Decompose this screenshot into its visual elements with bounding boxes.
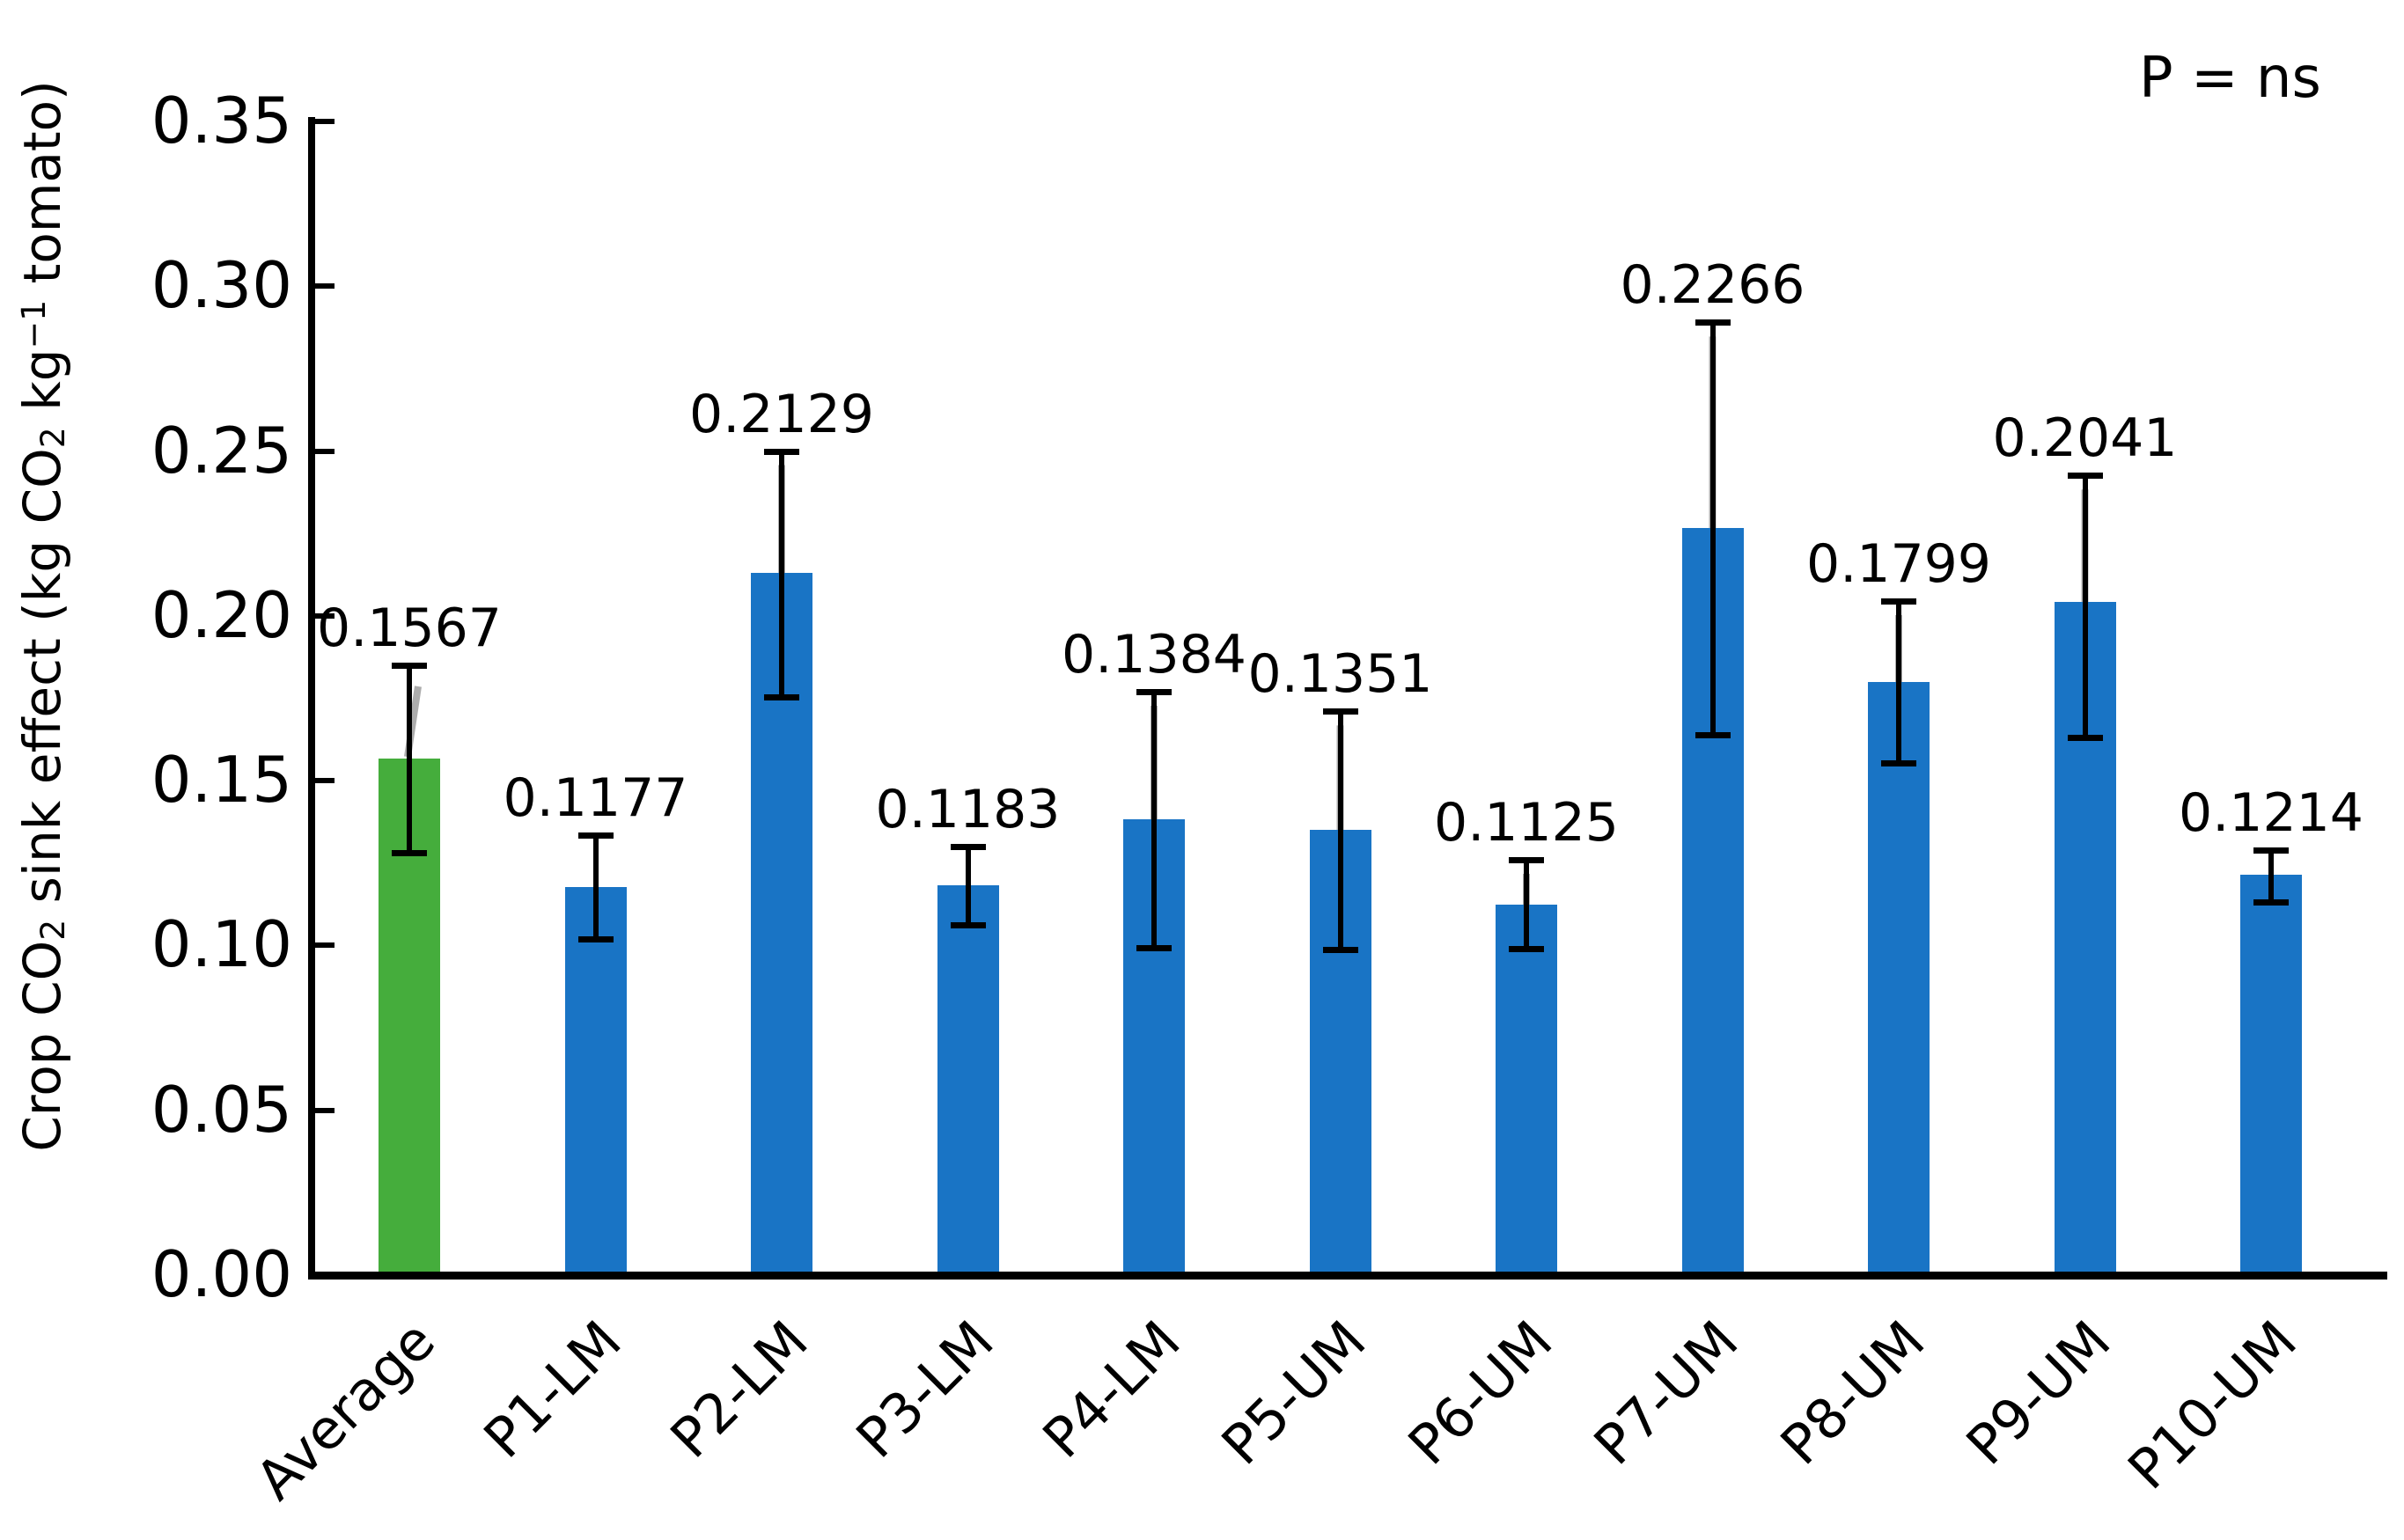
error-bar-cap-bottom [950, 921, 986, 928]
error-bar-line [1524, 860, 1529, 950]
data-label: 0.1177 [503, 766, 688, 829]
data-label: 0.1384 [1062, 623, 1246, 686]
error-bar-line [1896, 600, 1901, 764]
error-bar-cap-bottom [764, 694, 799, 701]
x-tick-label: P7-UM [1582, 1308, 1751, 1478]
error-bar-cap-top [764, 448, 799, 455]
y-tick-label: 0.05 [151, 1072, 292, 1147]
x-tick-label: Average [243, 1308, 448, 1513]
error-bar-cap-bottom [2253, 898, 2289, 906]
y-tick-mark [315, 612, 335, 619]
bar [2240, 875, 2302, 1272]
error-bar-line [1151, 691, 1157, 950]
error-bar-line [779, 451, 784, 699]
y-axis-title-part: Crop CO [12, 940, 72, 1152]
y-axis-line [308, 117, 315, 1280]
x-tick-label: P3-LM [843, 1308, 1006, 1470]
y-axis-title: Crop CO2 sink effect (kg CO2 kg−1 tomato… [12, 80, 72, 1151]
bar [1496, 904, 1557, 1272]
significance-note: P = ns [2139, 46, 2321, 111]
y-axis-title-part: −1 [14, 299, 54, 349]
y-tick-mark [315, 778, 335, 784]
error-bar-line [965, 847, 971, 926]
error-bar-line [592, 834, 599, 941]
y-axis-title-part: 2 [33, 427, 72, 449]
error-bar-line [1709, 322, 1716, 737]
y-axis-title-part: 2 [33, 919, 72, 941]
bar [1868, 682, 1930, 1272]
bar [564, 887, 627, 1272]
error-bar-line [407, 664, 412, 854]
y-tick-mark [315, 448, 335, 454]
error-bar-line [2082, 475, 2088, 739]
error-bar-cap-bottom [1509, 945, 1544, 952]
error-bar-cap-top [577, 832, 614, 839]
data-label: 0.1125 [1434, 792, 1619, 854]
y-tick-label: 0.30 [151, 248, 292, 323]
error-bar-cap-bottom [1695, 732, 1731, 739]
y-tick-mark [315, 118, 335, 124]
error-bar-cap-bottom [392, 849, 427, 856]
error-bar-cap-top [1136, 688, 1172, 695]
error-bar-cap-bottom [1322, 947, 1358, 954]
y-tick-mark [315, 1107, 335, 1113]
error-bar-cap-bottom [1136, 945, 1172, 952]
error-bar-cap-top [1881, 598, 1916, 605]
x-tick-label: P6-UM [1395, 1308, 1565, 1478]
data-label: 0.2041 [1992, 407, 2178, 470]
x-tick-label: P9-UM [1954, 1308, 2123, 1478]
x-tick-label: P2-LM [658, 1308, 820, 1470]
error-bar-cap-top [950, 844, 986, 851]
y-tick-label: 0.35 [151, 83, 292, 158]
data-label: 0.1567 [317, 597, 502, 659]
data-label: 0.1799 [1806, 532, 1991, 595]
y-axis-title-part: kg [12, 348, 72, 428]
error-bar-line [2268, 849, 2274, 903]
x-tick-label: P1-LM [471, 1308, 634, 1470]
y-tick-mark [315, 942, 335, 949]
data-label: 0.1214 [2179, 781, 2364, 844]
y-axis-title-part: tomato) [12, 80, 72, 300]
error-bar-cap-bottom [577, 936, 614, 943]
x-tick-label: P4-LM [1030, 1308, 1193, 1470]
data-label: 0.1351 [1247, 643, 1433, 706]
x-tick-label: P5-UM [1209, 1308, 1378, 1478]
error-bar-cap-top [1695, 319, 1731, 326]
y-tick-label: 0.15 [151, 743, 292, 818]
x-axis-line [308, 1272, 2387, 1280]
error-bar-cap-top [1509, 857, 1544, 863]
error-bar-cap-bottom [2067, 735, 2103, 742]
y-tick-mark [315, 283, 335, 290]
data-label: 0.2266 [1620, 254, 1805, 317]
data-label: 0.2129 [689, 383, 874, 445]
data-label: 0.1183 [875, 779, 1061, 841]
x-tick-label: P10-UM [2115, 1308, 2310, 1502]
y-tick-label: 0.00 [151, 1237, 292, 1311]
x-tick-label: P8-UM [1768, 1308, 1937, 1478]
y-tick-label: 0.20 [151, 577, 292, 652]
y-axis-title-part: sink effect (kg CO [12, 448, 72, 920]
error-bar-line [1337, 711, 1343, 950]
error-bar-cap-bottom [1881, 759, 1916, 766]
error-bar-cap-top [2253, 847, 2289, 854]
error-bar-cap-top [2067, 473, 2103, 480]
y-tick-label: 0.25 [151, 413, 292, 488]
bar [937, 884, 999, 1272]
y-tick-label: 0.10 [151, 907, 292, 982]
error-bar-cap-top [1322, 708, 1358, 715]
error-bar-cap-top [392, 662, 427, 669]
